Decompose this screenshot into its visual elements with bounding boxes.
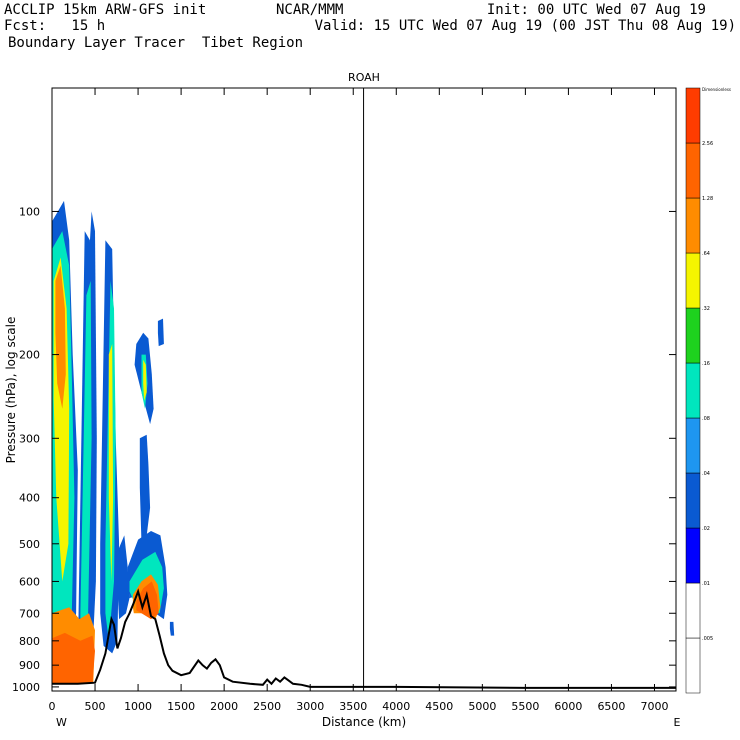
colorbar-label-8: 1.28 — [702, 196, 713, 202]
y-tick-label-300: 300 — [19, 432, 40, 445]
y-tick-label-800: 800 — [19, 635, 40, 648]
x-tick-label-1000: 1000 — [124, 700, 152, 713]
colorbar-segment-1 — [685, 582, 701, 639]
colorbar-segment-8 — [685, 197, 701, 254]
colorbar-segment-6 — [685, 307, 701, 364]
colorbar-label-4: .08 — [702, 416, 710, 422]
x-tick-label-4000: 4000 — [382, 700, 410, 713]
colorbar-label-1: .01 — [702, 581, 710, 587]
y-tick-label-400: 400 — [19, 492, 40, 505]
y-tick-label-600: 600 — [19, 575, 40, 588]
tracer-blob-11 — [80, 280, 92, 666]
y-tick-label-700: 700 — [19, 607, 40, 620]
y-tick-label-500: 500 — [19, 538, 40, 551]
y-axis-label: Pressure (hPa), log scale — [4, 317, 18, 464]
header-left-line2: Fcst: 15 h — [4, 18, 106, 34]
x-tick-label-4500: 4500 — [425, 700, 453, 713]
colorbar-segment-9 — [685, 142, 701, 199]
x-tick-label-500: 500 — [85, 700, 106, 713]
tracer-blob-4 — [117, 535, 130, 620]
y-tick-label-900: 900 — [19, 659, 40, 672]
tracer-blob-18 — [55, 265, 66, 409]
colorbar-label-2: .02 — [702, 526, 710, 532]
colorbar-segment-5 — [685, 362, 701, 419]
x-tick-label-6500: 6500 — [597, 700, 625, 713]
colorbar-label-0: .005 — [702, 636, 713, 642]
x-tick-label-2000: 2000 — [210, 700, 238, 713]
colorbar-segment-7 — [685, 252, 701, 309]
header-left-line1: ACCLIP 15km ARW-GFS init — [4, 2, 207, 18]
terrain — [52, 588, 676, 689]
colorbar-label-3: .04 — [702, 471, 710, 477]
colorbar-segment-0 — [685, 637, 701, 694]
colorbar: .005 .01 .02 .04 .08 .16 .32 .64 1.28 2.56 Dimensi… — [685, 87, 731, 694]
tracer-blob-8 — [157, 318, 164, 347]
colorbar-label-9: 2.56 — [702, 141, 713, 147]
tracer-blob-21 — [52, 632, 95, 684]
x-tick-label-2500: 2500 — [253, 700, 281, 713]
x-left-end-label: W — [56, 716, 67, 729]
y-tick-label-1000: 1000 — [12, 681, 40, 694]
x-right-end-label: E — [674, 716, 681, 729]
y-tick-label-100: 100 — [19, 205, 40, 218]
x-tick-label-3500: 3500 — [339, 700, 367, 713]
colorbar-unit-label: Dimensionless — [702, 87, 731, 92]
colorbar-label-6: .32 — [702, 306, 710, 312]
tracer-field — [52, 200, 175, 684]
tracer-blob-16 — [108, 344, 114, 582]
tracer-blob-17 — [143, 359, 147, 401]
x-tick-label-3000: 3000 — [296, 700, 324, 713]
x-tick-label-5500: 5500 — [511, 700, 539, 713]
colorbar-segment-4 — [685, 417, 701, 474]
x-tick-label-0: 0 — [49, 700, 56, 713]
y-tick-label-200: 200 — [19, 349, 40, 362]
x-tick-label-1500: 1500 — [167, 700, 195, 713]
colorbar-label-7: .64 — [702, 251, 710, 257]
x-axis-label: Distance (km) — [322, 715, 406, 729]
x-axis: 0 500 1000 1500 2000 2500 3000 3500 4000 4500 5000… — [49, 88, 668, 713]
tracer-blob-6 — [139, 434, 151, 544]
chart-title: ROAH — [348, 71, 380, 84]
tracer-blob-9 — [169, 621, 175, 636]
terrain-line — [52, 588, 676, 689]
plot-frame — [51, 87, 677, 692]
x-tick-label-6000: 6000 — [554, 700, 582, 713]
x-tick-label-7000: 7000 — [640, 700, 668, 713]
colorbar-label-5: .16 — [702, 361, 710, 367]
header-right-line2: Valid: 15 UTC Wed 07 Aug 19 (00 JST Thu … — [314, 18, 736, 34]
header-line3: Boundary Layer Tracer Tibet Region — [8, 35, 304, 51]
colorbar-segment-3 — [685, 472, 701, 529]
tracer-blob-2 — [89, 211, 97, 651]
header-center-line1: NCAR/MMM — [276, 2, 344, 18]
colorbar-segment-10 — [685, 87, 701, 144]
y-axis: 100 200 300 400 500 600 700 800 900 1000 — [12, 205, 676, 694]
colorbar-segment-2 — [685, 527, 701, 584]
header-right-line1: Init: 00 UTC Wed 07 Aug 19 — [486, 2, 706, 18]
x-tick-label-5000: 5000 — [468, 700, 496, 713]
